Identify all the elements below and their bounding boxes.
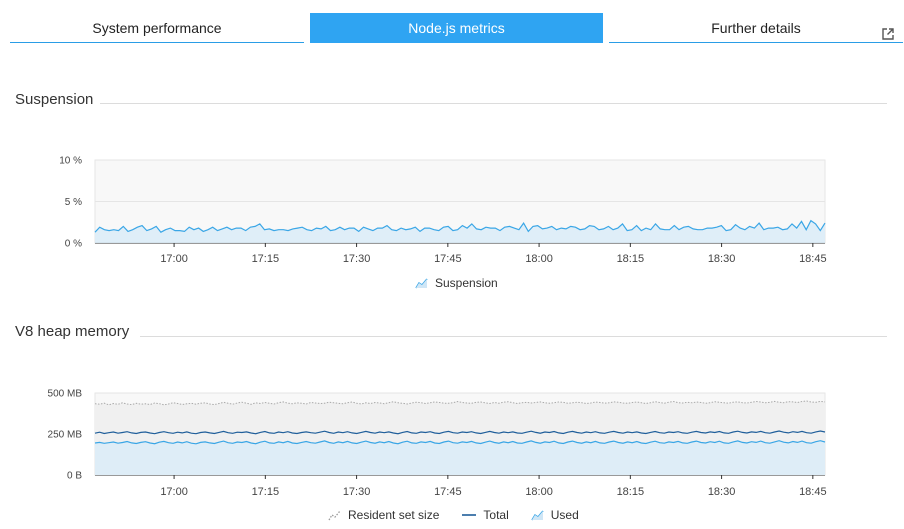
y-tick-label: 0 % — [65, 239, 82, 250]
legend-label-resident-set-size: Resident set size — [348, 508, 440, 522]
heap-section-title: V8 heap memory — [15, 323, 130, 340]
dotted-series-icon — [328, 510, 341, 521]
x-tick-label: 17:15 — [252, 253, 280, 265]
x-tick-label: 17:45 — [434, 253, 462, 265]
suspension-section-title: Suspension — [15, 91, 94, 108]
suspension-chart-svg: 10 % 5 % 0 % 17:00 17:15 17:30 17:45 18:00 18:15… — [59, 156, 827, 266]
tab-nodejs-metrics[interactable]: Node.js metrics — [310, 13, 603, 43]
x-tick-label: 17:30 — [343, 253, 371, 265]
tab-bar: System performance Node.js metrics Furth… — [10, 13, 903, 43]
area-series-icon — [415, 278, 428, 289]
y-tick-label: 10 % — [59, 156, 82, 167]
x-tick-label: 17:15 — [252, 486, 280, 498]
suspension-legend: Suspension — [415, 276, 498, 290]
x-tick-label: 17:00 — [160, 486, 188, 498]
legend-label-suspension: Suspension — [435, 276, 498, 290]
suspension-chart: 10 % 5 % 0 % 17:00 17:15 17:30 17:45 18:00 18:15… — [59, 156, 827, 266]
y-tick-label: 500 MB — [48, 389, 83, 400]
x-tick-label: 18:30 — [708, 486, 736, 498]
legend-label-total: Total — [483, 508, 509, 522]
legend-item-used[interactable]: Used — [531, 508, 579, 522]
x-tick-label: 17:00 — [160, 253, 188, 265]
line-series-icon — [462, 514, 477, 516]
x-tick-label: 18:30 — [708, 253, 736, 265]
legend-label-used: Used — [550, 508, 579, 522]
x-tick-label: 18:00 — [525, 253, 553, 265]
legend-item-total[interactable]: Total — [461, 508, 509, 522]
x-tick-label: 18:45 — [799, 253, 827, 265]
tab-nodejs-metrics-label: Node.js metrics — [408, 20, 505, 36]
y-tick-label: 5 % — [65, 197, 82, 208]
series-area-suspension — [95, 220, 825, 243]
x-tick-label: 17:30 — [343, 486, 371, 498]
series-line-resident-set-size — [94, 400, 826, 406]
legend-item-suspension[interactable]: Suspension — [415, 276, 498, 290]
area-series-icon — [531, 510, 544, 521]
tab-system-performance-label: System performance — [92, 20, 222, 36]
series-line-suspension — [94, 219, 826, 233]
tab-further-details-label: Further details — [711, 20, 801, 36]
tab-further-details[interactable]: Further details — [609, 13, 903, 43]
x-tick-label: 18:15 — [617, 253, 645, 265]
x-tick-label: 17:45 — [434, 486, 462, 498]
series-area-used — [95, 440, 825, 475]
tab-system-performance[interactable]: System performance — [10, 13, 304, 43]
external-link-icon[interactable] — [881, 21, 895, 40]
x-tick-label: 18:00 — [525, 486, 553, 498]
heap-legend: Resident set size Total Used — [328, 508, 579, 522]
series-line-total — [94, 430, 826, 435]
y-tick-label: 0 B — [67, 471, 82, 482]
x-tick-label: 18:45 — [799, 486, 827, 498]
legend-item-resident-set-size[interactable]: Resident set size — [328, 508, 439, 522]
suspension-section-divider — [100, 103, 887, 104]
y-tick-label: 250 MB — [48, 430, 83, 441]
x-tick-label: 18:15 — [617, 486, 645, 498]
heap-section-divider — [140, 336, 887, 337]
series-line-used — [94, 440, 826, 445]
